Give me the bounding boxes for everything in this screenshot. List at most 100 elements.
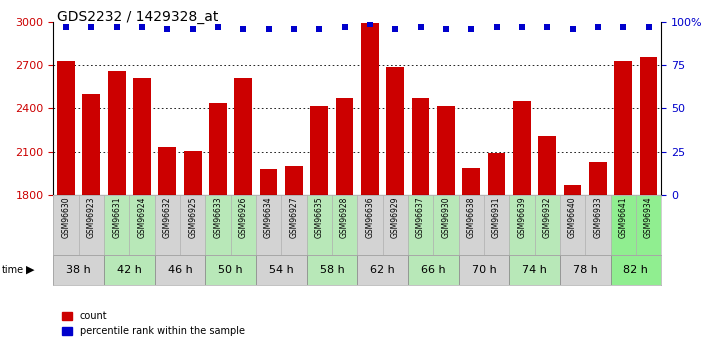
Bar [509, 255, 560, 285]
Bar [282, 195, 306, 255]
Text: GSM96926: GSM96926 [239, 197, 248, 238]
Bar [183, 151, 201, 195]
Bar [79, 195, 104, 255]
Bar [484, 195, 509, 255]
Bar [104, 255, 154, 285]
Text: GSM96634: GSM96634 [264, 197, 273, 238]
Point [643, 24, 654, 30]
Bar [256, 255, 306, 285]
Bar [614, 61, 632, 195]
Bar [560, 255, 611, 285]
Text: 46 h: 46 h [168, 265, 193, 275]
Bar [53, 195, 79, 255]
Point [237, 26, 249, 32]
Text: GSM96639: GSM96639 [518, 197, 526, 238]
Text: GSM96640: GSM96640 [568, 197, 577, 238]
Text: GSM96923: GSM96923 [87, 197, 96, 238]
Bar [235, 78, 252, 195]
Bar [564, 185, 582, 195]
Bar [611, 195, 636, 255]
Text: 82 h: 82 h [624, 265, 648, 275]
Bar [108, 71, 126, 195]
Bar [357, 255, 408, 285]
Point [213, 24, 224, 30]
Bar [104, 195, 129, 255]
Point [288, 26, 299, 32]
Bar [205, 255, 256, 285]
Text: time: time [1, 265, 23, 275]
Text: 70 h: 70 h [471, 265, 496, 275]
Bar [386, 67, 404, 195]
Point [567, 26, 578, 32]
Bar [306, 255, 357, 285]
Text: 38 h: 38 h [66, 265, 91, 275]
Bar [336, 98, 353, 195]
Bar [535, 195, 560, 255]
Bar [209, 103, 227, 195]
Bar [611, 255, 661, 285]
Point [592, 24, 604, 30]
Bar [433, 195, 459, 255]
Point [111, 24, 122, 30]
Text: GSM96633: GSM96633 [213, 197, 223, 238]
Bar [509, 195, 535, 255]
Bar [53, 255, 104, 285]
Bar [82, 94, 100, 195]
Point [364, 21, 375, 27]
Text: GSM96635: GSM96635 [315, 197, 324, 238]
Text: GSM96930: GSM96930 [442, 197, 451, 238]
Bar [408, 255, 459, 285]
Bar [383, 195, 408, 255]
Point [440, 26, 451, 32]
Bar [408, 195, 433, 255]
Bar [256, 195, 282, 255]
Point [390, 26, 401, 32]
Bar [459, 195, 484, 255]
Point [516, 24, 528, 30]
Bar [332, 195, 358, 255]
Text: GDS2232 / 1429328_at: GDS2232 / 1429328_at [57, 10, 218, 24]
Text: GSM96929: GSM96929 [391, 197, 400, 238]
Text: GSM96630: GSM96630 [61, 197, 70, 238]
Text: GSM96925: GSM96925 [188, 197, 197, 238]
Legend: count, percentile rank within the sample: count, percentile rank within the sample [58, 307, 248, 340]
Point [263, 26, 274, 32]
Bar [560, 195, 585, 255]
Bar [640, 57, 658, 195]
Text: GSM96928: GSM96928 [340, 197, 349, 238]
Text: GSM96924: GSM96924 [137, 197, 146, 238]
Point [618, 24, 629, 30]
Point [60, 24, 72, 30]
Bar [357, 195, 383, 255]
Bar [306, 195, 332, 255]
Bar [538, 136, 556, 195]
Bar [311, 106, 328, 195]
Text: GSM96933: GSM96933 [594, 197, 602, 238]
Bar [205, 195, 230, 255]
Text: 62 h: 62 h [370, 265, 395, 275]
Bar [585, 195, 611, 255]
Text: 66 h: 66 h [421, 265, 446, 275]
Point [137, 24, 148, 30]
Text: GSM96636: GSM96636 [365, 197, 375, 238]
Point [314, 26, 325, 32]
Bar [260, 169, 277, 195]
Point [187, 26, 198, 32]
Text: ▶: ▶ [26, 265, 35, 275]
Point [466, 26, 477, 32]
Point [491, 24, 502, 30]
Bar [462, 168, 480, 195]
Bar [361, 23, 379, 195]
Bar [154, 195, 180, 255]
Text: GSM96932: GSM96932 [542, 197, 552, 238]
Bar [589, 162, 606, 195]
Bar [154, 255, 205, 285]
Text: GSM96931: GSM96931 [492, 197, 501, 238]
Bar [133, 78, 151, 195]
Bar [513, 101, 531, 195]
Point [161, 26, 173, 32]
Text: GSM96631: GSM96631 [112, 197, 121, 238]
Bar [57, 61, 75, 195]
Text: GSM96637: GSM96637 [416, 197, 425, 238]
Text: 42 h: 42 h [117, 265, 141, 275]
